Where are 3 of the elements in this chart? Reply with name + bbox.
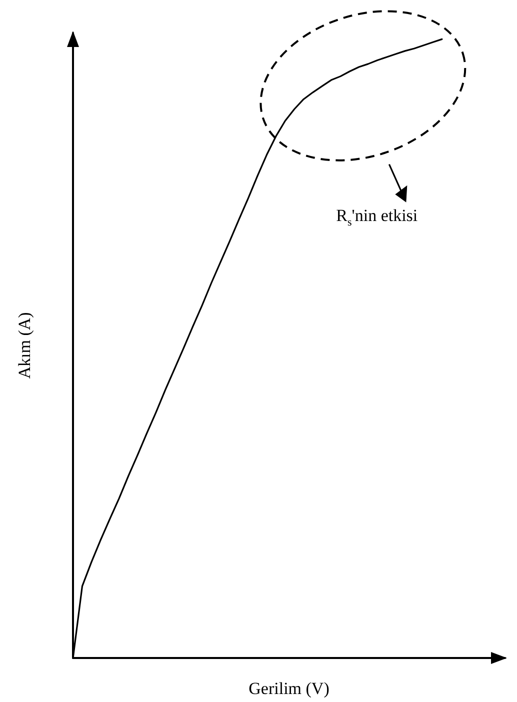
annotation: R$_{s}$'nin etkisi bbox=[336, 206, 418, 229]
y-axis-title: Akım (A) bbox=[15, 312, 34, 379]
x-axis-title: Gerilim (V) bbox=[248, 679, 330, 698]
